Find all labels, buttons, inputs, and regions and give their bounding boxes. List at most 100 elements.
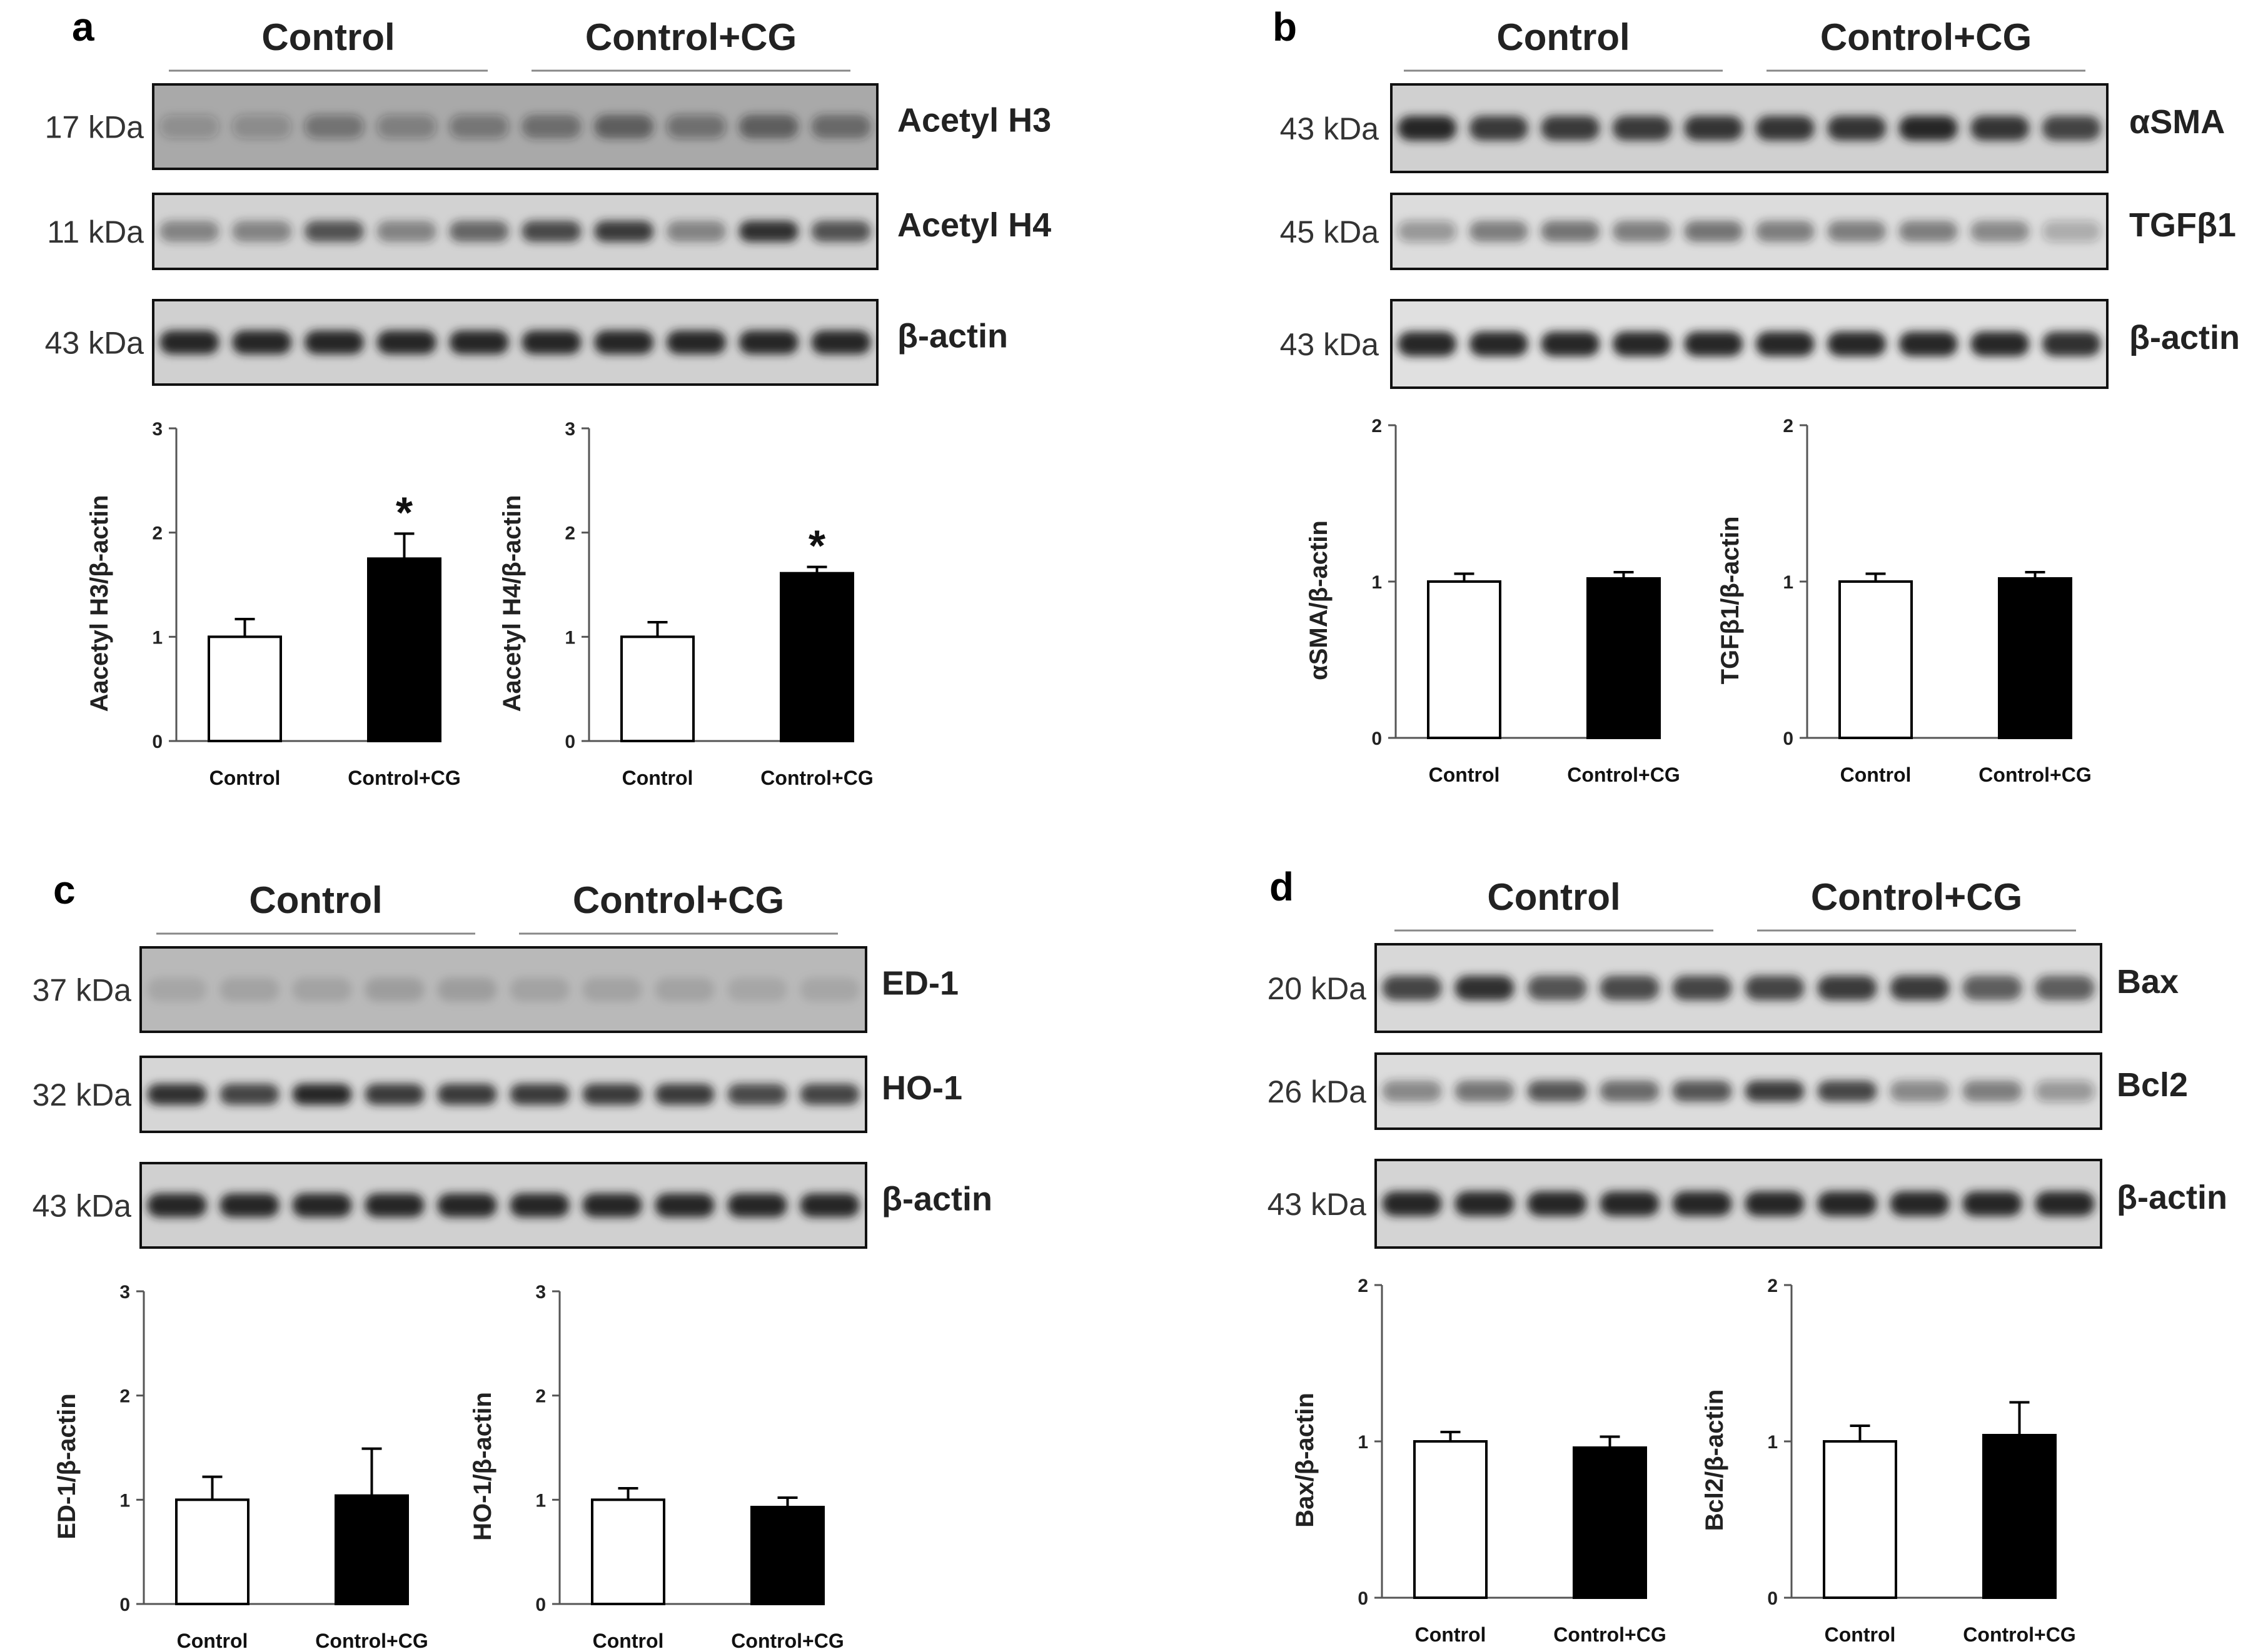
bar <box>1413 1440 1488 1599</box>
bar <box>335 1494 409 1606</box>
category-label: Control <box>1415 1623 1486 1646</box>
blot-β-actin: 43 kDa β-actin <box>1268 1159 2227 1249</box>
blot-band <box>1755 331 1815 356</box>
blot-band <box>232 114 292 139</box>
kda-label: 43 kDa <box>33 1189 132 1224</box>
protein-label: TGFβ1 <box>2129 206 2236 244</box>
group-label: Control+CG <box>585 16 797 58</box>
y-axis-label: ED-1/β-actin <box>53 1393 81 1539</box>
bar <box>208 635 282 742</box>
blot-band <box>1898 331 1958 356</box>
blot-band <box>800 977 860 1002</box>
blot-band <box>437 977 497 1002</box>
category-label: Control+CG <box>315 1630 428 1649</box>
protein-label: β-actin <box>882 1181 992 1218</box>
bar-chart: 0 1 2 αSMA/β-actin Control Control+CG <box>1305 416 1680 786</box>
blot-band <box>437 1084 497 1105</box>
kda-label: 20 kDa <box>1268 971 1367 1006</box>
panel-a: a Control Control+CG 17 kDa Acetyl H3 11 kDa A… <box>45 4 1051 386</box>
blot-band <box>1755 116 1815 141</box>
bar-chart: 0 1 2 3 Aacetyl H3/β-actin Control Control+CG * <box>86 419 461 789</box>
group-label: Control+CG <box>573 879 784 921</box>
blot-band <box>376 221 436 242</box>
y-tick-label: 1 <box>119 1490 130 1511</box>
group-label: Control <box>1496 16 1630 58</box>
blot-band <box>1962 976 2022 1001</box>
category-label: Control <box>209 767 281 789</box>
blot-band <box>727 977 787 1002</box>
blot-band <box>1541 116 1600 141</box>
blot-band <box>811 221 871 242</box>
category-label: Control+CG <box>1567 764 1680 786</box>
group-label: Control <box>261 16 395 58</box>
blot-band <box>449 221 509 242</box>
protein-label: β-actin <box>2117 1179 2227 1216</box>
y-axis-label: TGFβ1/β-actin <box>1716 517 1744 685</box>
blot-band <box>655 977 715 1002</box>
kda-label: 17 kDa <box>45 110 144 145</box>
y-tick-label: 3 <box>119 1282 130 1303</box>
blot-band <box>1600 1191 1660 1216</box>
blot-band <box>1454 1081 1515 1102</box>
kda-label: 37 kDa <box>33 973 132 1008</box>
y-tick-label: 1 <box>1358 1432 1368 1453</box>
blot-band <box>1612 331 1671 356</box>
blot-Acetyl H3: 17 kDa Acetyl H3 <box>45 83 1051 170</box>
blot-band <box>1469 331 1528 356</box>
category-label: Control+CG <box>1553 1623 1666 1646</box>
y-tick-label: 1 <box>565 627 575 648</box>
blot-band <box>582 977 642 1002</box>
y-tick-label: 0 <box>1358 1588 1368 1609</box>
blot-band <box>219 977 280 1002</box>
panel-letter: a <box>72 4 94 49</box>
blot-band <box>594 221 654 242</box>
y-tick-label: 0 <box>1767 1588 1778 1609</box>
y-tick-label: 0 <box>1371 729 1382 749</box>
protein-label: β-actin <box>897 318 1008 355</box>
panel-c: c Control Control+CG 37 kDa ED-1 32 kDa HO-1 43… <box>33 867 992 1249</box>
bar-chart: 0 1 2 TGFβ1/β-actin Control Control+CG <box>1716 416 2092 786</box>
blot-band <box>1684 331 1743 356</box>
blot-band <box>147 977 207 1002</box>
blot-band <box>1898 221 1958 242</box>
blot-band <box>159 114 219 139</box>
blot-band <box>2042 116 2101 141</box>
blot-band <box>1382 1191 1442 1216</box>
y-axis-label: Bcl2/β-actin <box>1701 1389 1728 1531</box>
blot-band <box>376 330 436 355</box>
protein-label: β-actin <box>2129 319 2240 356</box>
blot-TGFβ1: 45 kDa TGFβ1 <box>1280 193 2236 270</box>
blot-band <box>2042 221 2101 242</box>
blot-band <box>437 1193 497 1218</box>
blot-band <box>1541 331 1600 356</box>
blot-band <box>1817 976 1877 1001</box>
blot-band <box>1527 1081 1587 1102</box>
panel-letter: c <box>53 867 76 912</box>
blot-band <box>582 1193 642 1218</box>
bar <box>620 635 695 742</box>
blot-band <box>147 1084 207 1105</box>
kda-label: 26 kDa <box>1268 1074 1367 1109</box>
blot-band <box>738 330 799 355</box>
y-tick-label: 2 <box>1783 416 1793 436</box>
bar <box>1586 577 1661 739</box>
category-label: Control <box>622 767 693 789</box>
blot-αSMA: 43 kDa αSMA <box>1280 83 2225 173</box>
blot-band <box>510 1193 570 1218</box>
y-tick-label: 1 <box>1783 572 1793 593</box>
blot-band <box>1745 1081 1805 1102</box>
blot-band <box>1527 976 1587 1001</box>
y-tick-label: 0 <box>535 1595 546 1615</box>
blot-band <box>292 1193 352 1218</box>
blot-band <box>1970 221 2030 242</box>
y-tick-label: 2 <box>1358 1276 1368 1296</box>
category-label: Control <box>1840 764 1912 786</box>
y-axis-label: Aacetyl H3/β-actin <box>86 495 113 712</box>
bar <box>367 557 441 742</box>
blot-band <box>159 221 219 242</box>
blot-band <box>1469 116 1528 141</box>
category-label: Control <box>177 1630 248 1649</box>
blot-band <box>292 977 352 1002</box>
group-label: Control <box>249 879 382 921</box>
y-axis-label: HO-1/β-actin <box>469 1392 496 1541</box>
